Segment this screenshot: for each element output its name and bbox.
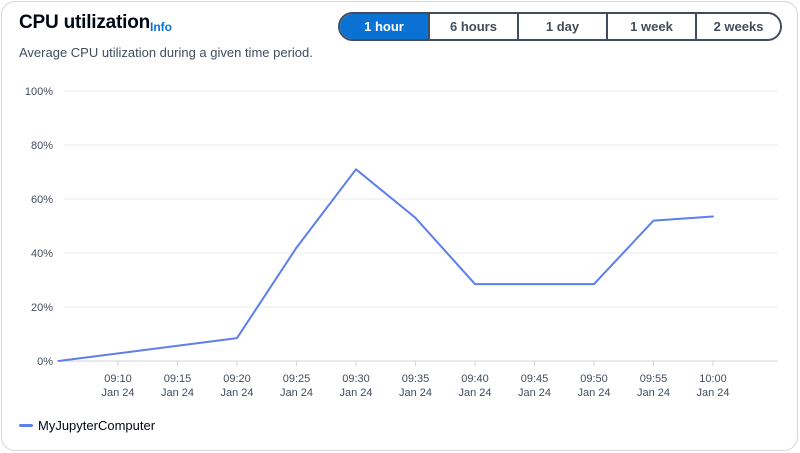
x-tick-date: Jan 24 bbox=[637, 387, 670, 399]
time-range-1-hour[interactable]: 1 hour bbox=[340, 14, 428, 39]
x-tick-date: Jan 24 bbox=[280, 387, 313, 399]
time-range-selector: 1 hour 6 hours 1 day 1 week 2 weeks bbox=[338, 12, 782, 41]
y-tick-label: 0% bbox=[37, 356, 53, 368]
y-axis-ticks: 0% 20% 40% 60% 80% 100% bbox=[25, 86, 53, 368]
x-tick-time: 09:15 bbox=[164, 373, 192, 385]
chart-legend[interactable]: MyJupyterComputer bbox=[19, 418, 155, 433]
x-tick-date: Jan 24 bbox=[220, 387, 253, 399]
y-tick-label: 40% bbox=[31, 248, 53, 260]
y-tick-label: 100% bbox=[25, 86, 53, 98]
x-tick-time: 09:10 bbox=[104, 373, 132, 385]
x-tick-time: 09:25 bbox=[283, 373, 311, 385]
series-line[interactable] bbox=[57, 168, 714, 362]
x-tick-time: 09:35 bbox=[402, 373, 430, 385]
y-tick-label: 80% bbox=[31, 140, 53, 152]
time-range-2-weeks[interactable]: 2 weeks bbox=[695, 14, 780, 39]
grid-lines bbox=[64, 90, 778, 362]
chart-title: CPU utilization bbox=[19, 12, 151, 33]
x-tick-date: Jan 24 bbox=[161, 387, 194, 399]
info-link[interactable]: Info bbox=[150, 20, 172, 34]
y-tick-label: 20% bbox=[31, 302, 53, 314]
legend-series-name: MyJupyterComputer bbox=[38, 418, 156, 433]
legend-swatch bbox=[19, 424, 33, 427]
x-axis-ticks: 09:10 Jan 24 09:15 Jan 24 09:20 Jan 24 09:25 Ja… bbox=[101, 361, 730, 399]
x-tick-time: 09:40 bbox=[461, 373, 489, 385]
chart-subtitle: Average CPU utilization during a given t… bbox=[19, 45, 313, 60]
time-range-1-week[interactable]: 1 week bbox=[606, 14, 695, 39]
x-tick-date: Jan 24 bbox=[339, 387, 372, 399]
x-tick-time: 09:30 bbox=[342, 373, 370, 385]
time-range-6-hours[interactable]: 6 hours bbox=[428, 14, 517, 39]
x-tick-time: 09:55 bbox=[640, 373, 668, 385]
series-layer bbox=[57, 168, 714, 362]
x-tick-time: 10:00 bbox=[699, 373, 727, 385]
x-tick-date: Jan 24 bbox=[101, 387, 134, 399]
x-tick-date: Jan 24 bbox=[458, 387, 491, 399]
x-tick-time: 09:50 bbox=[580, 373, 608, 385]
x-tick-date: Jan 24 bbox=[518, 387, 551, 399]
x-tick-date: Jan 24 bbox=[399, 387, 432, 399]
time-range-1-day[interactable]: 1 day bbox=[517, 14, 606, 39]
y-tick-label: 60% bbox=[31, 194, 53, 206]
x-tick-date: Jan 24 bbox=[577, 387, 610, 399]
x-tick-date: Jan 24 bbox=[696, 387, 729, 399]
x-tick-time: 09:20 bbox=[223, 373, 251, 385]
x-tick-time: 09:45 bbox=[521, 373, 549, 385]
